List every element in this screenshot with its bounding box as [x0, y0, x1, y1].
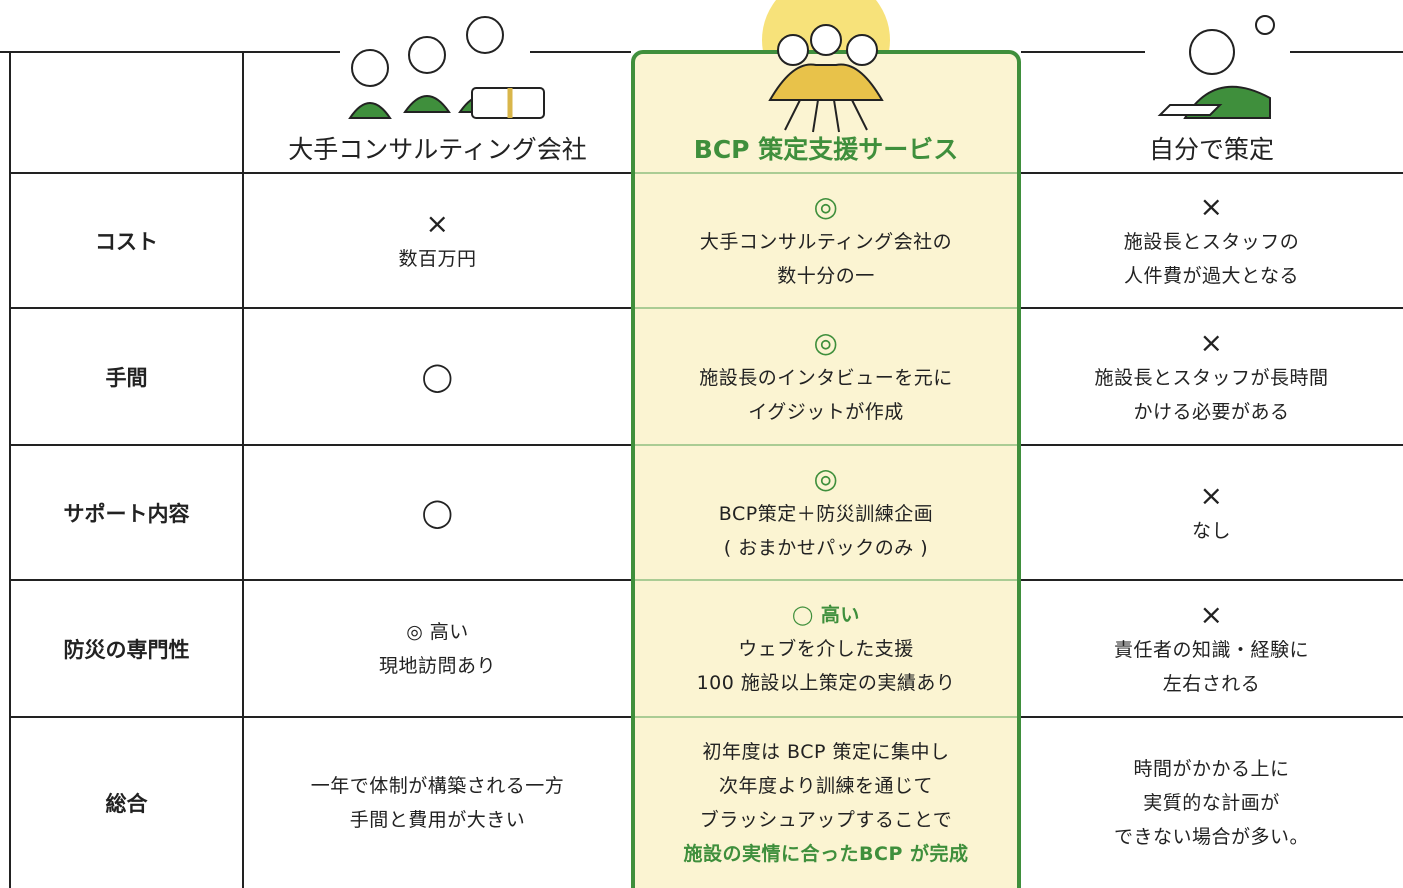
cell-text: 施設の実情に合ったBCP が完成: [683, 842, 969, 865]
row-label-cell: 防災の専門性: [10, 580, 243, 717]
row-label: コスト: [95, 229, 158, 254]
table-cell: ◎ BCP策定＋防災訓練企画 ( おまかせパックのみ ): [632, 445, 1020, 580]
cell-text: 次年度より訓練を通じて: [718, 774, 934, 797]
rating-symbol: ×: [425, 206, 450, 240]
table-cell: 時間がかかる上に 実質的な計画ができない場合が多い。: [1020, 717, 1403, 888]
rating-symbol: ×: [1199, 189, 1224, 223]
row-label-cell: コスト: [10, 173, 243, 308]
grid: [0, 51, 1403, 888]
cell-text: ウェブを介した支援: [738, 637, 914, 660]
table-cell: ◎ 大手コンサルティング会社の 数十分の一: [632, 173, 1020, 308]
cell-text: 実質的な計画が: [1143, 791, 1280, 814]
cell-text: できない場合が多い。: [1113, 825, 1309, 848]
cell-text: ◯ 高い: [792, 603, 860, 626]
cell-text: 時間がかかる上に: [1133, 757, 1290, 780]
rating-symbol: ×: [1199, 478, 1224, 512]
column-header: 大手コンサルティング会社: [243, 122, 632, 173]
table-cell: × 施設長とスタッフの 人件費が過大となる: [1020, 173, 1403, 308]
cell-text: 左右される: [1162, 672, 1261, 695]
cell-text: ( おまかせパックのみ ): [723, 536, 929, 559]
table-cell: ◯ 高いウェブを介した支援 100 施設以上策定の実績あり: [632, 580, 1020, 717]
cell-text: 数十分の一: [777, 264, 875, 287]
table-cell: ◯: [243, 445, 632, 580]
rating-symbol: ◎: [813, 189, 839, 223]
table-cell: × 数百万円: [243, 173, 632, 308]
row-label: 防災の専門性: [63, 637, 190, 662]
table-cell: ◎ 施設長のインタビューを元に イグジットが作成: [632, 308, 1020, 445]
table-cell: 初年度は BCP 策定に集中し 次年度より訓練を通じて ブラッシュアップすることで施…: [632, 717, 1020, 888]
cell-text: 初年度は BCP 策定に集中し: [702, 740, 950, 763]
row-label-cell: 総合: [10, 717, 243, 888]
cell-text: 手間と費用が大きい: [349, 808, 526, 831]
table-cell: ◎ 高い現地訪問あり: [243, 580, 632, 717]
cell-text: ブラッシュアップすることで: [699, 808, 953, 831]
table-cell: × 施設長とスタッフが長時間 かける必要がある: [1020, 308, 1403, 445]
rating-symbol: ◎: [813, 325, 839, 359]
rating-symbol: ◯: [421, 359, 454, 393]
column-header: 自分で策定: [1020, 122, 1403, 173]
cell-text: かける必要がある: [1133, 400, 1290, 423]
row-label-cell: サポート内容: [10, 445, 243, 580]
cell-text: 数百万円: [398, 247, 477, 270]
cell-text: 一年で体制が構築される一方: [310, 774, 565, 797]
row-label: サポート内容: [63, 501, 190, 526]
column-title: 自分で策定: [1148, 134, 1274, 164]
column-header: BCP 策定支援サービス: [632, 122, 1020, 173]
cell-text: 責任者の知識・経験に: [1113, 638, 1309, 661]
team-illustration: [768, 24, 884, 133]
cell-text: 大手コンサルティング会社の: [699, 230, 953, 253]
self-illustration: [1157, 15, 1275, 119]
cell-text: 100 施設以上策定の実績あり: [696, 671, 956, 694]
row-label: 手間: [105, 365, 148, 390]
cell-text: 施設長とスタッフの: [1123, 230, 1300, 253]
cell-text: なし: [1191, 519, 1231, 542]
table-cell: 一年で体制が構築される一方 手間と費用が大きい: [243, 717, 632, 888]
rating-symbol: ◎: [813, 461, 839, 495]
table-cell: × なし: [1020, 445, 1403, 580]
rating-symbol: ×: [1199, 597, 1224, 631]
cell-text: 施設長のインタビューを元に: [699, 366, 953, 389]
cell-text: BCP策定＋防災訓練企画: [718, 502, 934, 525]
column-title: BCP 策定支援サービス: [693, 134, 959, 164]
consultants-illustration: [348, 16, 545, 119]
rating-symbol: ×: [1199, 325, 1224, 359]
cell-text: 人件費が過大となる: [1124, 264, 1299, 287]
table-cell: ◯: [243, 308, 632, 445]
rating-symbol: ◯: [421, 495, 454, 529]
column-title: 大手コンサルティング会社: [288, 134, 587, 164]
table-cell: × 責任者の知識・経験に 左右される: [1020, 580, 1403, 717]
cell-text: 施設長とスタッフが長時間: [1094, 366, 1329, 389]
cell-text: 現地訪問あり: [378, 654, 496, 677]
cell-text: イグジットが作成: [748, 400, 904, 423]
row-label-cell: 手間: [10, 308, 243, 445]
cell-text: ◎ 高い: [406, 620, 469, 643]
row-label: 総合: [105, 791, 148, 816]
